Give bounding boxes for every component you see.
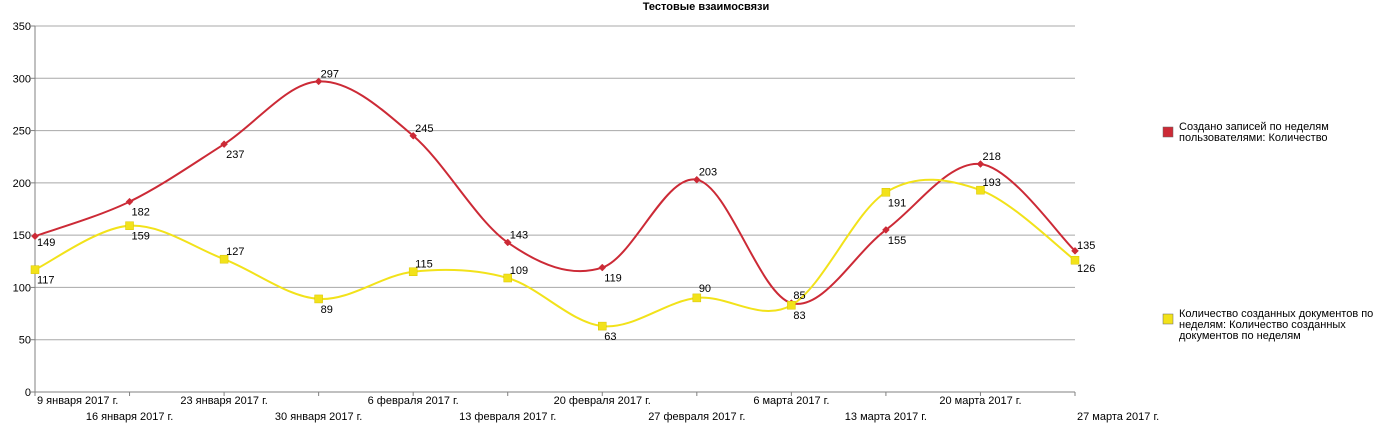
legend-label: неделям: Количество созданных bbox=[1179, 319, 1346, 331]
data-label: 203 bbox=[699, 167, 717, 179]
data-point bbox=[692, 293, 702, 303]
data-point bbox=[220, 140, 228, 149]
x-tick-label: 27 марта 2017 г. bbox=[1077, 411, 1159, 423]
data-label: 115 bbox=[415, 259, 433, 271]
data-point bbox=[1071, 246, 1079, 255]
data-point bbox=[1070, 255, 1080, 265]
data-point bbox=[408, 267, 418, 276]
data-point bbox=[692, 175, 701, 184]
legend: Создано записей по неделямпользователями… bbox=[1162, 121, 1373, 342]
legend-swatch bbox=[1162, 313, 1174, 325]
x-tick-label: 27 февраля 2017 г. bbox=[648, 411, 745, 423]
data-point bbox=[503, 273, 512, 283]
data-point bbox=[503, 238, 512, 247]
data-point bbox=[219, 254, 229, 264]
data-point bbox=[314, 77, 323, 86]
series-line bbox=[34, 80, 1076, 305]
y-tick-label: 200 bbox=[13, 178, 31, 190]
y-tick-label: 100 bbox=[13, 282, 31, 294]
data-label: 149 bbox=[37, 237, 55, 249]
chart-title: Тестовые взаимосвязи bbox=[643, 1, 769, 13]
data-point bbox=[125, 197, 134, 206]
y-tick-label: 250 bbox=[13, 126, 31, 138]
x-tick-label: 13 февраля 2017 г. bbox=[459, 411, 556, 423]
legend-item-2: Количество созданных документов понеделя… bbox=[1162, 308, 1373, 342]
x-tick-label: 6 февраля 2017 г. bbox=[368, 395, 459, 407]
y-tick-label: 50 bbox=[19, 335, 31, 347]
data-label: 237 bbox=[226, 149, 244, 161]
data-point bbox=[31, 232, 39, 241]
y-tick-label: 300 bbox=[13, 73, 31, 85]
grid bbox=[35, 25, 1075, 341]
data-point bbox=[598, 321, 607, 331]
data-label: 127 bbox=[226, 246, 244, 258]
data-point bbox=[598, 263, 607, 272]
data-label: 109 bbox=[510, 265, 528, 277]
legend-label: Количество созданных документов по bbox=[1179, 308, 1373, 320]
data-point bbox=[881, 188, 891, 197]
data-point bbox=[787, 300, 796, 310]
data-point bbox=[30, 265, 40, 274]
y-tick-label: 350 bbox=[13, 21, 31, 33]
data-label: 155 bbox=[888, 235, 906, 247]
data-label: 63 bbox=[604, 331, 616, 343]
x-tick-label: 9 января 2017 г. bbox=[37, 395, 118, 407]
data-label: 85 bbox=[793, 290, 805, 302]
data-label: 135 bbox=[1077, 240, 1095, 252]
x-tick-label: 16 января 2017 г. bbox=[86, 411, 173, 423]
data-label: 182 bbox=[132, 207, 150, 219]
data-point bbox=[314, 294, 323, 304]
data-point bbox=[976, 160, 985, 168]
axes: 0 50 100 150 200 250 300 350 9 января 2017 г. 16 … bbox=[13, 21, 1160, 423]
legend-swatch bbox=[1162, 126, 1174, 138]
series-layer bbox=[30, 77, 1080, 331]
legend-label: пользователями: Количество bbox=[1179, 132, 1328, 144]
data-label: 90 bbox=[699, 283, 711, 295]
data-label: 159 bbox=[132, 231, 150, 243]
data-label: 117 bbox=[37, 275, 55, 287]
y-tick-label: 0 bbox=[25, 387, 31, 399]
legend-label: Создано записей по неделям bbox=[1179, 121, 1329, 133]
data-label: 126 bbox=[1077, 263, 1095, 275]
series-line bbox=[34, 178, 1076, 328]
x-tick-label: 30 января 2017 г. bbox=[275, 411, 362, 423]
data-label: 193 bbox=[982, 177, 1000, 189]
data-label: 191 bbox=[888, 197, 906, 209]
data-point bbox=[409, 131, 418, 140]
x-tick-label: 23 января 2017 г. bbox=[180, 395, 267, 407]
data-label: 83 bbox=[793, 310, 805, 322]
data-point bbox=[125, 221, 134, 230]
data-label: 245 bbox=[415, 123, 433, 135]
data-point bbox=[976, 185, 985, 195]
data-label: 143 bbox=[510, 229, 528, 241]
series-2 bbox=[30, 178, 1080, 331]
x-tick-label: 6 марта 2017 г. bbox=[753, 395, 829, 407]
x-tick-label: 20 февраля 2017 г. bbox=[554, 395, 651, 407]
data-label: 119 bbox=[604, 273, 622, 285]
data-label: 89 bbox=[321, 304, 333, 316]
x-tick-label: 20 марта 2017 г. bbox=[939, 395, 1021, 407]
series-1 bbox=[31, 77, 1079, 307]
data-labels: 149 182 237 297 245 143 119 203 85 155 218 135 117 15… bbox=[37, 68, 1095, 343]
data-point bbox=[882, 226, 890, 234]
data-label: 218 bbox=[982, 151, 1000, 163]
legend-label: документов по неделям bbox=[1179, 330, 1301, 342]
y-tick-label: 150 bbox=[13, 230, 31, 242]
x-tick-label: 13 марта 2017 г. bbox=[845, 411, 927, 423]
data-label: 297 bbox=[321, 68, 339, 80]
legend-item-1: Создано записей по неделямпользователями… bbox=[1162, 121, 1329, 144]
